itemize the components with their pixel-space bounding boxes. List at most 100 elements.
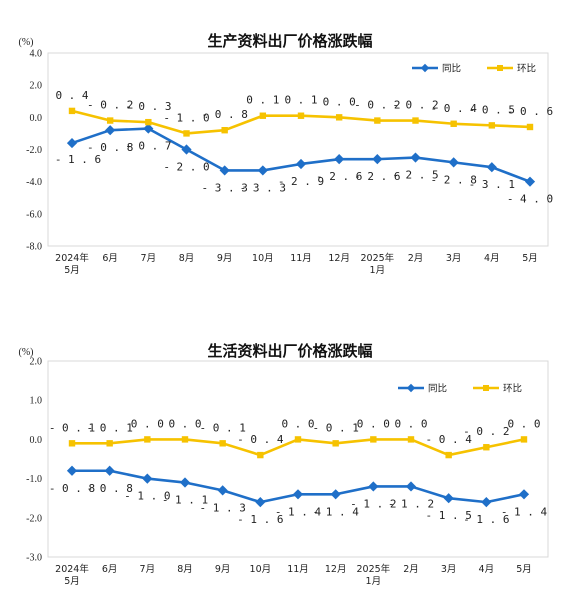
x-tick-label: 2025年 1月 — [360, 252, 394, 276]
data-label: 0 . 0 — [394, 417, 427, 430]
x-tick-label: 9月 — [215, 564, 231, 575]
data-label: - 0 . 3 — [125, 100, 171, 113]
data-point-yoy — [524, 176, 536, 187]
legend-marker-mom — [497, 65, 503, 71]
data-point-yoy — [219, 165, 230, 176]
data-label: - 0 . 1 — [86, 421, 132, 434]
data-point-yoy — [295, 158, 307, 170]
data-point-yoy — [217, 485, 228, 496]
legend-label: 环比 — [517, 63, 536, 75]
data-label: - 1 . 0 — [163, 111, 209, 124]
x-tick-label: 3月 — [441, 564, 457, 575]
data-point-yoy — [255, 497, 266, 508]
data-point-yoy — [142, 473, 153, 484]
data-point-mom — [520, 436, 528, 443]
data-label: - 0 . 8 — [87, 141, 133, 154]
data-label: - 1 . 3 — [199, 501, 245, 514]
data-label: - 1 . 6 — [463, 513, 509, 526]
data-label: 0 . 0 — [507, 417, 540, 430]
data-label: - 0 . 2 — [392, 99, 438, 112]
data-label: - 1 . 2 — [388, 497, 434, 510]
data-label: - 2 . 0 — [163, 161, 209, 174]
data-point-mom — [259, 112, 267, 119]
data-label: 0 . 4 — [55, 89, 88, 102]
data-point-yoy — [143, 123, 154, 134]
legend-label: 环比 — [503, 383, 522, 395]
data-label: - 1 . 0 — [124, 490, 170, 503]
x-tick-label: 3月 — [446, 253, 462, 264]
x-tick-label: 5月 — [516, 564, 532, 575]
x-tick-label: 8月 — [177, 564, 193, 575]
x-tick-label: 2025年 1月 — [356, 563, 390, 587]
y-tick-label: -1.0 — [26, 474, 42, 485]
data-point-yoy — [334, 154, 345, 165]
data-label: 0 . 0 — [131, 417, 164, 430]
y-tick-label: 0.0 — [30, 435, 43, 446]
data-label: - 3 . 3 — [201, 181, 247, 194]
data-label: - 0 . 4 — [425, 433, 472, 446]
data-label: - 1 . 5 — [425, 509, 471, 522]
data-point-yoy — [486, 162, 497, 173]
data-label: - 0 . 1 — [199, 421, 245, 434]
data-point-mom — [412, 117, 419, 124]
x-tick-label: 5月 — [522, 253, 538, 264]
data-label: - 2 . 9 — [278, 175, 324, 188]
data-point-mom — [526, 123, 534, 131]
data-point-yoy — [481, 497, 492, 508]
data-label: - 0 . 5 — [469, 103, 515, 116]
data-point-mom — [257, 451, 264, 459]
chart-consumer-goods: 生活资料出厂价格涨跌幅 (%) 2.0 1.0 0.0 -1.0 -2.0 -3.0 20… — [19, 342, 549, 587]
data-label: - 0 . 6 — [507, 105, 553, 118]
data-label: - 1 . 4 — [275, 505, 322, 518]
x-tick-label: 10月 — [250, 564, 272, 575]
x-tick-label: 9月 — [217, 253, 233, 264]
data-point-yoy — [181, 144, 192, 155]
data-point-mom — [144, 436, 151, 443]
data-label: - 1 . 1 — [162, 494, 208, 507]
x-tick-label: 12月 — [325, 564, 347, 575]
data-point-yoy — [257, 165, 268, 176]
data-point-yoy — [66, 137, 78, 149]
data-point-yoy — [292, 489, 304, 500]
data-point-mom — [68, 107, 76, 115]
x-tick-label: 4月 — [479, 564, 495, 575]
data-label: 0 . 0 — [357, 417, 390, 430]
x-tick-label: 10月 — [252, 253, 274, 264]
data-label: - 3 . 3 — [240, 181, 286, 194]
data-point-mom — [294, 436, 302, 443]
data-label: - 0 . 8 — [86, 482, 132, 495]
plot-frame — [47, 360, 549, 558]
legend-label: 同比 — [428, 383, 447, 395]
data-label: - 0 . 2 — [87, 99, 133, 112]
data-point-mom — [145, 118, 152, 126]
y-tick-label: -6.0 — [26, 209, 42, 220]
y-unit-label: (%) — [19, 37, 34, 48]
data-label: - 0 . 8 — [49, 482, 95, 495]
data-point-yoy — [104, 465, 115, 476]
data-point-mom — [370, 436, 377, 443]
x-tick-label: 7月 — [140, 564, 156, 575]
data-label: - 1 . 4 — [501, 505, 548, 518]
x-tick-label: 4月 — [484, 253, 500, 264]
y-tick-label: 0.0 — [30, 113, 43, 124]
y-tick-label: 2.0 — [30, 357, 43, 368]
data-label: - 4 . 0 — [507, 193, 553, 206]
data-point-mom — [332, 440, 339, 447]
x-tick-label: 7月 — [141, 253, 157, 264]
y-tick-label: 2.0 — [30, 81, 43, 92]
legend-label: 同比 — [442, 63, 461, 75]
data-point-mom — [488, 122, 496, 129]
data-label: - 0 . 8 — [201, 108, 247, 121]
chart-title: 生产资料出厂价格涨跌幅 — [207, 32, 372, 50]
y-unit-label: (%) — [19, 347, 34, 358]
data-point-yoy — [179, 477, 191, 488]
x-tick-label: 11月 — [287, 564, 309, 575]
legend-marker-yoy — [406, 383, 416, 393]
data-label: - 2 . 6 — [316, 170, 362, 183]
x-tick-label: 2024年 5月 — [55, 252, 89, 276]
data-label: 0 . 1 — [246, 94, 279, 107]
x-tick-label: 8月 — [179, 253, 195, 264]
data-point-mom — [106, 117, 114, 124]
y-tick-label: -4.0 — [26, 177, 42, 188]
